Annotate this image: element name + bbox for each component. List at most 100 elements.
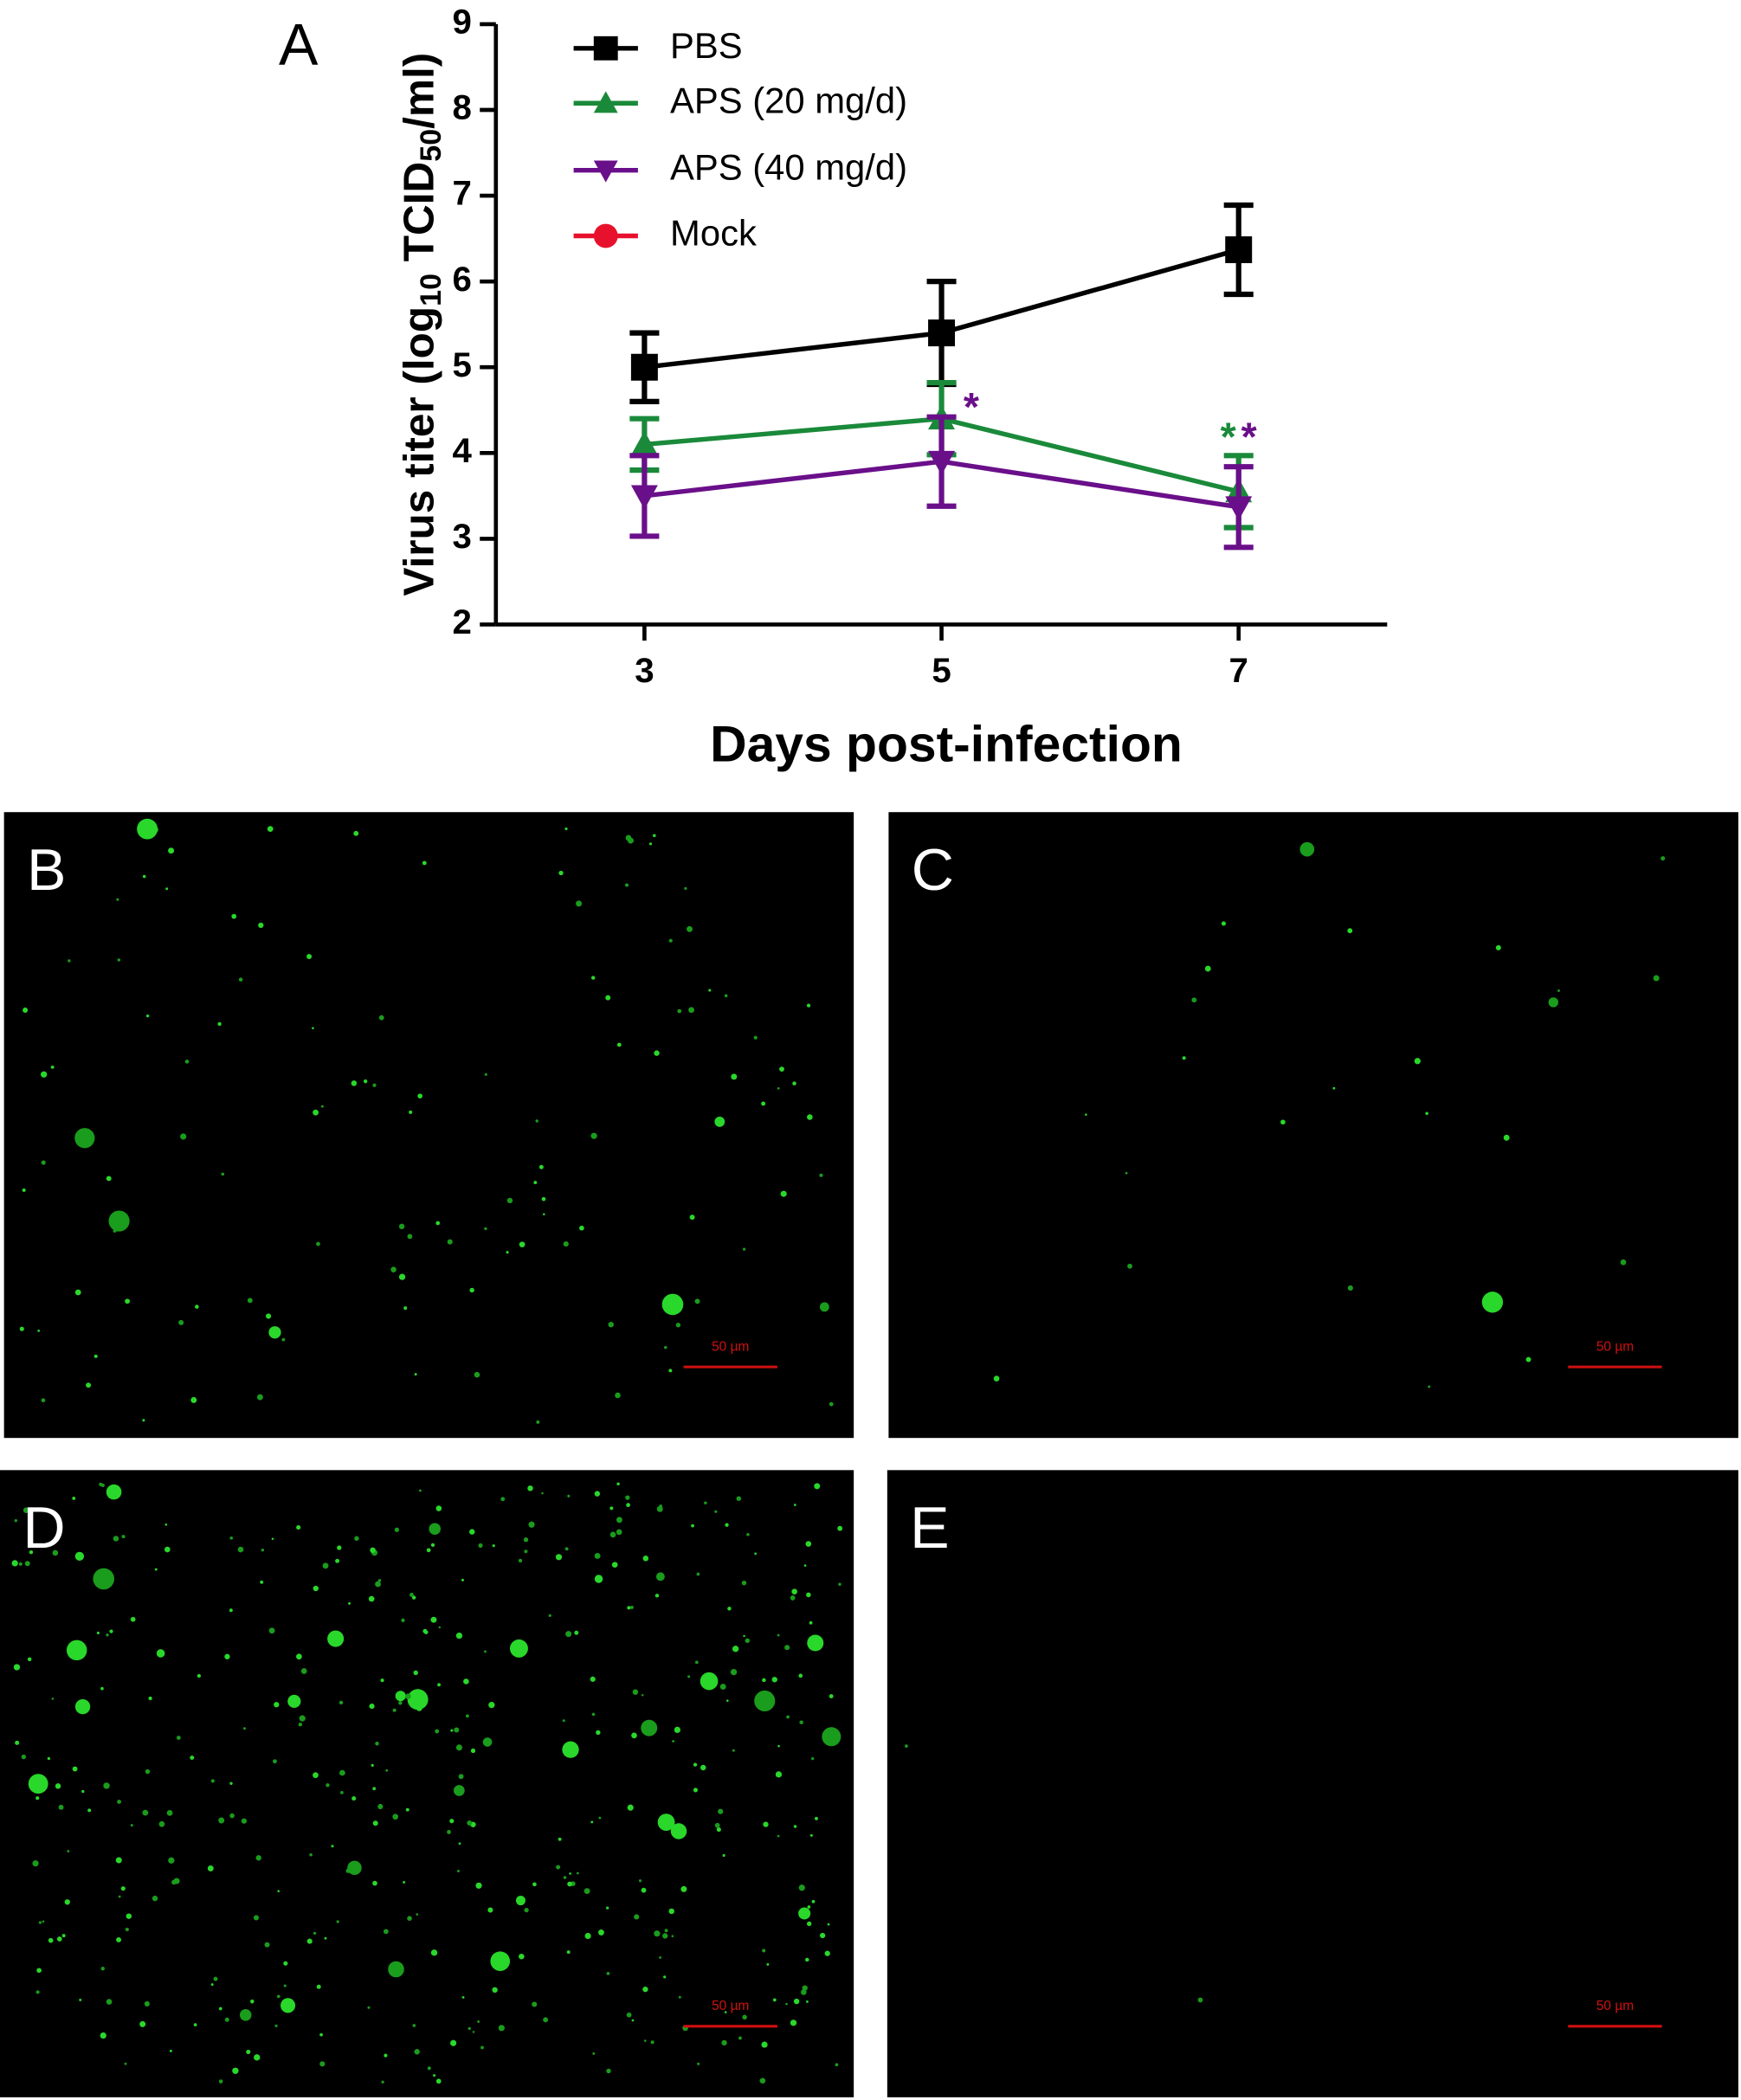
fluorescence-spot: [716, 1826, 721, 1833]
fluorescence-spot: [61, 1934, 66, 1938]
fluorescence-spot: [606, 1906, 609, 1910]
fluorescence-spot: [615, 1392, 621, 1399]
fluorescence-spot: [1425, 1111, 1428, 1116]
fluorescence-spot: [790, 1595, 796, 1601]
fluorescence-spot: [398, 1701, 403, 1705]
fluorescence-spot: [405, 1693, 411, 1700]
fluorescence-spot: [416, 1913, 419, 1916]
fluorescence-spot: [231, 913, 237, 919]
fluorescence-spot: [173, 1878, 180, 1884]
fluorescence-spot: [164, 1546, 171, 1553]
fluorescence-spot: [488, 1702, 495, 1709]
fluorescence-spot: [558, 1837, 562, 1841]
fluorescence-spot: [268, 1326, 281, 1339]
fluorescence-spot: [347, 1860, 362, 1876]
fluorescence-spot: [409, 1110, 413, 1114]
fluorescence-spot: [377, 1803, 384, 1810]
fluorescence-spot: [1414, 1058, 1421, 1065]
fluorescence-spot: [423, 1630, 429, 1634]
fluorescence-spot: [363, 1079, 368, 1084]
fluorescence-spot: [271, 1537, 274, 1541]
fluorescence-spot: [165, 887, 169, 891]
fluorescence-spot: [56, 1936, 62, 1942]
fluorescence-spot: [721, 2039, 727, 2046]
fluorescence-spot: [634, 1914, 640, 1920]
fluorescence-spot: [81, 1789, 85, 1794]
fluorescence-spot: [35, 1796, 40, 1800]
panel-label: A: [279, 11, 319, 77]
fluorescence-spot: [176, 1736, 181, 1740]
fluorescence-spot: [457, 1870, 460, 1873]
fluorescence-spot: [426, 1548, 431, 1553]
fluorescence-spot: [467, 1820, 473, 1826]
fluorescence-spot: [700, 1764, 706, 1771]
fluorescence-spot: [210, 1779, 215, 1783]
fluorescence-spot: [469, 1529, 475, 1535]
fluorescence-spot: [515, 1896, 526, 1906]
fluorescence-spot: [800, 1989, 807, 1995]
fluorescence-spot: [106, 1999, 113, 2005]
fluorescence-spot: [116, 898, 119, 901]
fluorescence-spot: [430, 1949, 438, 1956]
y-tick-label: 4: [453, 431, 473, 470]
fluorescence-spot: [41, 1160, 46, 1165]
fluorescence-spot: [576, 900, 583, 907]
fluorescence-spot: [372, 1820, 378, 1826]
fluorescence-spot: [195, 1304, 199, 1309]
fluorescence-spot: [648, 842, 653, 846]
fluorescence-spot: [761, 1101, 766, 1106]
fluorescence-spot: [52, 1549, 59, 1556]
fluorescence-spot: [742, 2014, 747, 2020]
fluorescence-spot: [785, 2002, 788, 2006]
fluorescence-spot: [156, 1649, 165, 1658]
fluorescence-spot: [556, 1865, 561, 1870]
fluorescence-spot: [100, 1966, 105, 1971]
fluorescence-spot: [691, 1523, 694, 1528]
y-axis-label-part: Virus titer (log: [396, 306, 443, 596]
fluorescence-spot: [642, 1986, 648, 1993]
fluorescence-spot: [74, 1128, 95, 1149]
fluorescence-spot: [413, 1670, 418, 1676]
fluorescence-spot: [527, 1485, 533, 1491]
fluorescence-spot: [384, 2053, 388, 2058]
fluorescence-spot: [1495, 944, 1501, 950]
fluorescence-spot: [798, 1884, 805, 1891]
fluorescence-spot: [492, 1987, 498, 1994]
marker: [593, 35, 618, 61]
fluorescence-spot: [564, 827, 568, 831]
fluorescence-spot: [453, 1785, 465, 1796]
fluorescence-spot: [638, 1879, 642, 1883]
fluorescence-spot: [533, 1181, 538, 1185]
fluorescence-spot: [543, 1213, 545, 1216]
fluorescence-spot: [229, 1813, 235, 1819]
fluorescence-spot: [719, 1684, 726, 1691]
fluorescence-spot: [541, 1196, 546, 1201]
fluorescence-spot: [354, 1536, 359, 1541]
fluorescence-spot: [543, 2017, 549, 2023]
fluorescence-spot: [624, 883, 629, 887]
fluorescence-spot: [353, 830, 359, 836]
fluorescence-spot: [616, 1042, 622, 1047]
fluorescence-spot: [210, 1983, 214, 1987]
fluorescence-spot: [536, 1420, 540, 1424]
fluorescence-spot: [672, 1740, 675, 1742]
fluorescence-spot: [820, 1932, 826, 1939]
y-axis-label-part: /ml): [396, 53, 443, 129]
fluorescence-spot: [322, 1562, 329, 1569]
fluorescence-spot: [664, 1929, 668, 1933]
fluorescence-spot: [806, 1921, 812, 1927]
fluorescence-spot: [700, 1672, 719, 1691]
fluorescence-spot: [590, 1132, 597, 1139]
fluorescence-spot: [1481, 1292, 1504, 1313]
fluorescence-spot: [109, 1629, 113, 1633]
fluorescence-spot: [152, 1895, 158, 1902]
fluorescence-spot: [555, 1554, 563, 1561]
fluorescence-spot: [166, 1809, 173, 1816]
fluorescence-spot: [532, 1882, 537, 1887]
fluorescence-spot: [731, 1073, 738, 1080]
fluorescence-spot: [27, 1657, 32, 1662]
fluorescence-spot: [435, 1221, 441, 1226]
fluorescence-spot: [93, 1568, 115, 1590]
fluorescence-spot: [313, 1931, 317, 1935]
fluorescence-spot: [239, 2009, 252, 2021]
